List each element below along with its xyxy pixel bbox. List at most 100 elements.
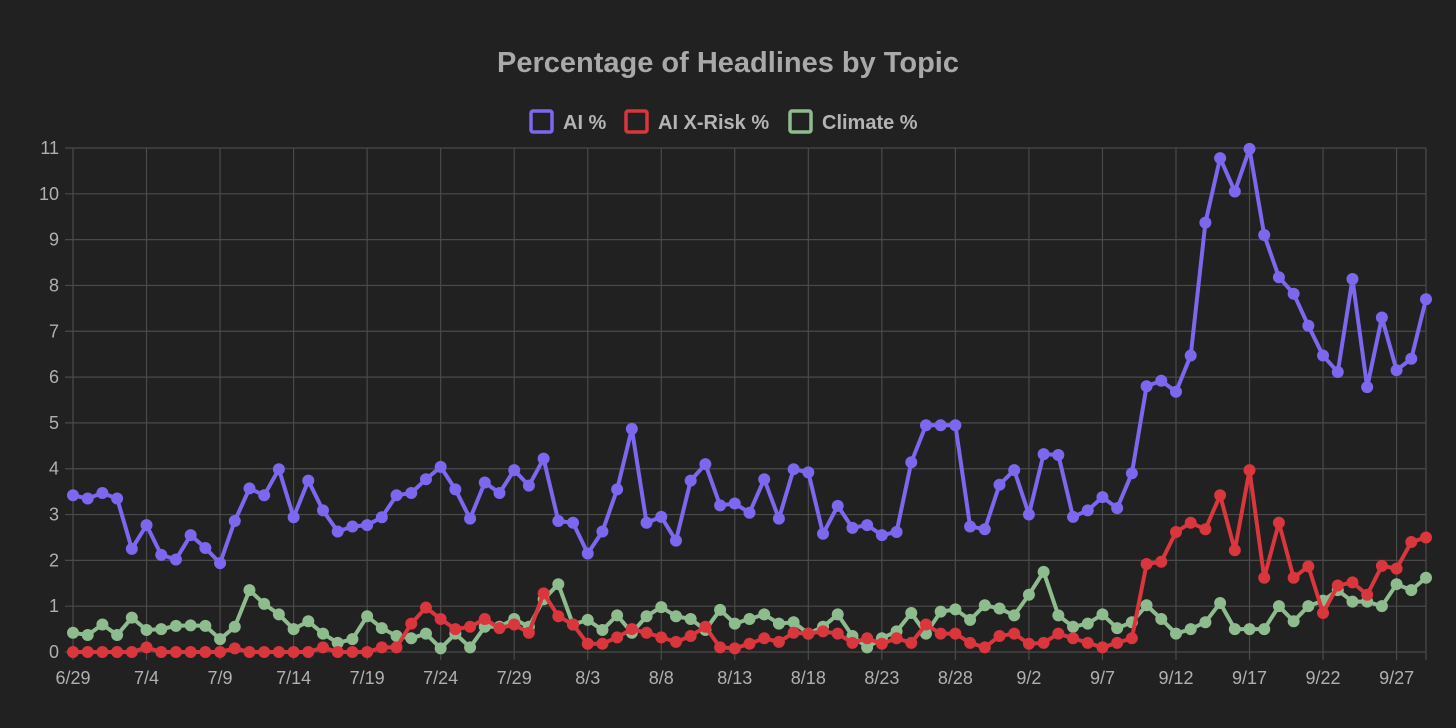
data-point[interactable] [96, 487, 109, 500]
data-point[interactable] [243, 646, 256, 658]
data-point[interactable] [1390, 364, 1403, 377]
data-point[interactable] [728, 497, 741, 510]
data-point[interactable] [1302, 560, 1315, 573]
data-point[interactable] [405, 487, 418, 500]
data-point[interactable] [993, 602, 1006, 615]
data-point[interactable] [1096, 641, 1109, 654]
data-point[interactable] [743, 613, 756, 626]
data-point[interactable] [817, 527, 830, 540]
data-point[interactable] [714, 641, 727, 654]
data-point[interactable] [640, 516, 653, 529]
data-point[interactable] [140, 624, 153, 637]
data-point[interactable] [67, 489, 79, 502]
data-point[interactable] [919, 618, 932, 631]
data-point[interactable] [1317, 607, 1330, 620]
data-point[interactable] [169, 619, 182, 632]
data-point[interactable] [861, 519, 874, 532]
data-point[interactable] [1140, 599, 1153, 612]
data-point[interactable] [1258, 623, 1271, 636]
data-point[interactable] [81, 492, 94, 505]
data-point[interactable] [1302, 319, 1315, 332]
data-point[interactable] [787, 463, 800, 476]
data-point[interactable] [1375, 600, 1388, 613]
data-point[interactable] [978, 523, 991, 536]
data-point[interactable] [67, 626, 79, 639]
data-point[interactable] [1302, 600, 1315, 613]
data-point[interactable] [464, 512, 477, 525]
data-point[interactable] [464, 641, 477, 654]
data-point[interactable] [890, 525, 903, 538]
data-point[interactable] [522, 479, 535, 492]
data-point[interactable] [272, 608, 285, 621]
data-point[interactable] [214, 646, 227, 658]
data-point[interactable] [214, 557, 227, 570]
data-point[interactable] [905, 636, 918, 649]
data-point[interactable] [1243, 142, 1256, 155]
data-point[interactable] [787, 626, 800, 639]
data-point[interactable] [655, 631, 668, 644]
data-point[interactable] [302, 474, 315, 487]
data-point[interactable] [934, 627, 947, 640]
data-point[interactable] [1052, 627, 1065, 640]
data-point[interactable] [1155, 555, 1168, 568]
data-point[interactable] [861, 632, 874, 645]
data-point[interactable] [1037, 636, 1050, 649]
data-point[interactable] [1346, 595, 1359, 608]
data-point[interactable] [1243, 464, 1256, 477]
data-point[interactable] [228, 620, 241, 633]
data-point[interactable] [596, 624, 609, 637]
data-point[interactable] [449, 483, 462, 496]
data-point[interactable] [1375, 559, 1388, 572]
data-point[interactable] [978, 641, 991, 654]
data-point[interactable] [978, 599, 991, 612]
data-point[interactable] [1111, 636, 1124, 649]
data-point[interactable] [596, 637, 609, 650]
data-point[interactable] [111, 646, 124, 658]
data-point[interactable] [1169, 385, 1182, 398]
data-point[interactable] [317, 504, 330, 517]
data-point[interactable] [567, 618, 580, 631]
data-point[interactable] [581, 613, 594, 626]
data-point[interactable] [375, 641, 388, 654]
data-point[interactable] [346, 646, 359, 658]
data-point[interactable] [699, 458, 712, 471]
data-point[interactable] [243, 584, 256, 597]
data-point[interactable] [552, 578, 565, 591]
data-point[interactable] [331, 525, 344, 538]
data-point[interactable] [1331, 366, 1344, 379]
data-point[interactable] [1214, 596, 1227, 609]
data-point[interactable] [272, 646, 285, 658]
data-point[interactable] [1140, 380, 1153, 393]
data-point[interactable] [184, 619, 197, 632]
data-point[interactable] [1184, 623, 1197, 636]
data-point[interactable] [1184, 516, 1197, 529]
data-point[interactable] [1184, 349, 1197, 362]
data-point[interactable] [140, 519, 153, 532]
data-point[interactable] [419, 601, 432, 614]
data-point[interactable] [1067, 620, 1080, 633]
data-point[interactable] [155, 548, 168, 561]
data-point[interactable] [1096, 608, 1109, 621]
data-point[interactable] [655, 510, 668, 523]
data-point[interactable] [184, 646, 197, 658]
data-point[interactable] [346, 520, 359, 533]
data-point[interactable] [199, 646, 212, 658]
data-point[interactable] [905, 607, 918, 620]
data-point[interactable] [1228, 185, 1241, 198]
data-point[interactable] [375, 511, 388, 524]
data-point[interactable] [1155, 374, 1168, 387]
data-point[interactable] [1228, 544, 1241, 557]
data-point[interactable] [919, 419, 932, 432]
data-point[interactable] [464, 620, 477, 633]
data-point[interactable] [758, 473, 771, 486]
data-point[interactable] [1067, 510, 1080, 523]
data-point[interactable] [669, 635, 682, 648]
data-point[interactable] [361, 519, 374, 532]
data-point[interactable] [1037, 448, 1050, 461]
data-point[interactable] [684, 629, 697, 642]
data-point[interactable] [390, 641, 403, 654]
data-point[interactable] [1140, 558, 1153, 571]
data-point[interactable] [1405, 352, 1418, 365]
data-point[interactable] [743, 637, 756, 650]
data-point[interactable] [140, 641, 153, 654]
